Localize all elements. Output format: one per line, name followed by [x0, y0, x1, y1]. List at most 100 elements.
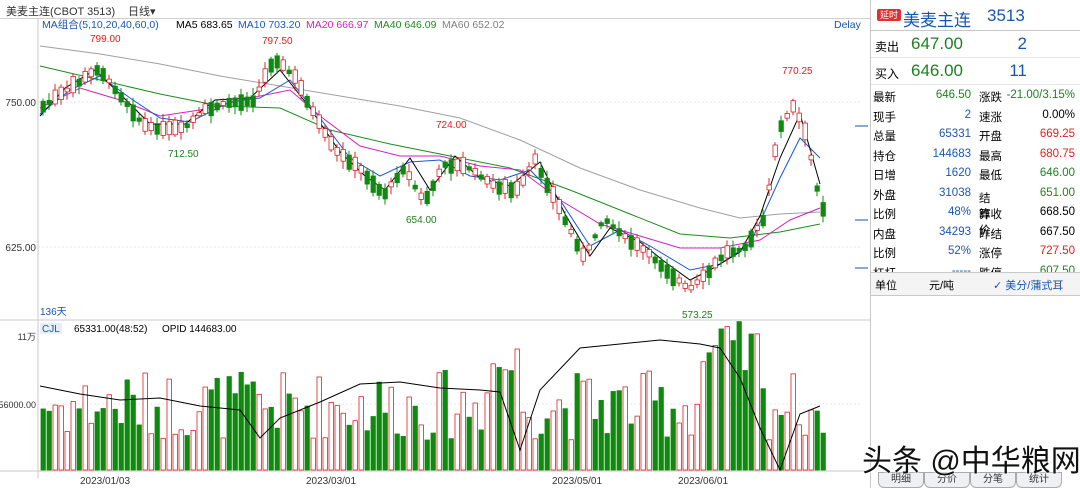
volume-bar — [82, 385, 88, 471]
volume-bar — [472, 402, 478, 471]
volume-bar — [160, 437, 166, 471]
candle — [244, 96, 250, 107]
candle — [262, 68, 268, 83]
candle — [640, 245, 646, 253]
volume-bar — [820, 432, 826, 471]
volume-bar — [466, 416, 472, 471]
volume-bar — [676, 422, 682, 471]
volume-bar — [184, 435, 190, 471]
kline-chart[interactable]: MA组合(5,10,20,40,60,0) MA5 683.65 MA10 70… — [0, 18, 870, 488]
watermark: 头条 @中华粮网 — [862, 445, 1080, 478]
ma10-line — [39, 75, 821, 271]
period-dropdown[interactable]: 日线▾ — [128, 6, 156, 18]
ma-group-label[interactable]: MA组合(5,10,20,40,60,0) — [42, 18, 159, 31]
candle — [52, 89, 58, 105]
volume-bar — [400, 436, 406, 471]
volume-bar — [346, 424, 352, 471]
candle — [442, 161, 448, 168]
volume-bar — [262, 408, 268, 471]
high-annotation: 797.50 — [262, 36, 293, 47]
volume-bar — [556, 399, 562, 471]
volume-bar — [454, 413, 460, 471]
candle — [772, 144, 778, 158]
candle — [40, 100, 46, 113]
volume-bar — [40, 408, 46, 471]
candle — [424, 190, 430, 205]
candle — [742, 243, 748, 251]
volume-bar — [52, 404, 58, 471]
candle — [256, 86, 262, 92]
volume-bar — [112, 408, 118, 471]
candle — [580, 247, 586, 262]
candle — [520, 175, 526, 186]
buy-qty: 11 — [1009, 61, 1027, 80]
candle — [664, 264, 670, 279]
candle — [730, 247, 736, 257]
candle — [658, 260, 664, 272]
candle — [712, 257, 718, 269]
days-label: 136天 — [40, 307, 67, 318]
volume-bar — [502, 369, 508, 471]
candle — [232, 97, 238, 108]
open-interest-line — [39, 339, 821, 472]
volume-bar — [532, 438, 538, 471]
candle — [388, 181, 394, 188]
volume-bar — [322, 437, 328, 471]
instrument-code: 3513 — [987, 6, 1025, 25]
quote-row: 现手 2 速涨 0.00% — [873, 108, 1075, 124]
quote-row: 比例 48% 昨收 668.50 — [873, 206, 1075, 221]
candle — [616, 228, 622, 237]
quote-header: 延时 美麦主连 3513 — [871, 0, 1080, 31]
volume-bar — [310, 437, 316, 471]
unit-toggle[interactable]: ✓ 美分/蒲式耳 — [993, 280, 1064, 292]
candle — [112, 85, 118, 95]
candle — [802, 122, 808, 141]
volume-title[interactable]: CJL — [42, 324, 60, 335]
volume-bar — [748, 333, 754, 471]
candle — [622, 233, 628, 240]
candle — [346, 154, 352, 170]
candle — [472, 167, 478, 176]
volume-bar — [550, 410, 556, 471]
candle — [316, 114, 322, 129]
volume-bar — [706, 352, 712, 471]
candle — [310, 106, 316, 116]
volume-bar — [760, 388, 766, 471]
candle — [544, 177, 550, 193]
volume-bar — [622, 386, 628, 471]
quote-panel: 延时 美麦主连 3513 卖出 647.00 2 买入 646.00 11 最新… — [870, 0, 1080, 488]
candle — [178, 121, 184, 133]
volume-bar — [364, 430, 370, 471]
candle — [274, 55, 280, 69]
date-label: 2023/01/03 — [80, 476, 130, 487]
candle — [148, 122, 154, 132]
candle — [652, 256, 658, 264]
volume-bar — [736, 321, 742, 471]
candle — [460, 156, 466, 174]
candle — [322, 128, 328, 138]
candle — [508, 182, 514, 199]
candle — [790, 100, 796, 113]
candle — [478, 174, 484, 180]
candle — [604, 218, 610, 224]
candle — [706, 265, 712, 279]
cjl-tab[interactable] — [40, 323, 62, 334]
date-label: 2023/06/01 — [678, 476, 728, 487]
candle — [124, 101, 130, 107]
candle — [304, 95, 310, 108]
quote-row: 比例 52% 涨停 727.50 — [873, 245, 1075, 260]
candle — [154, 124, 160, 135]
candle — [214, 102, 220, 111]
candle — [700, 269, 706, 282]
volume-bar — [634, 415, 640, 471]
candle — [268, 58, 274, 73]
candle — [736, 247, 742, 252]
volume-bar — [766, 439, 772, 471]
volume-bar — [754, 333, 760, 471]
candle — [46, 99, 52, 105]
candle — [82, 71, 88, 83]
volume-bar — [226, 376, 232, 471]
unit-value: 元/吨 — [929, 280, 955, 292]
volume-bar — [358, 396, 364, 471]
volume-bar — [724, 326, 730, 471]
